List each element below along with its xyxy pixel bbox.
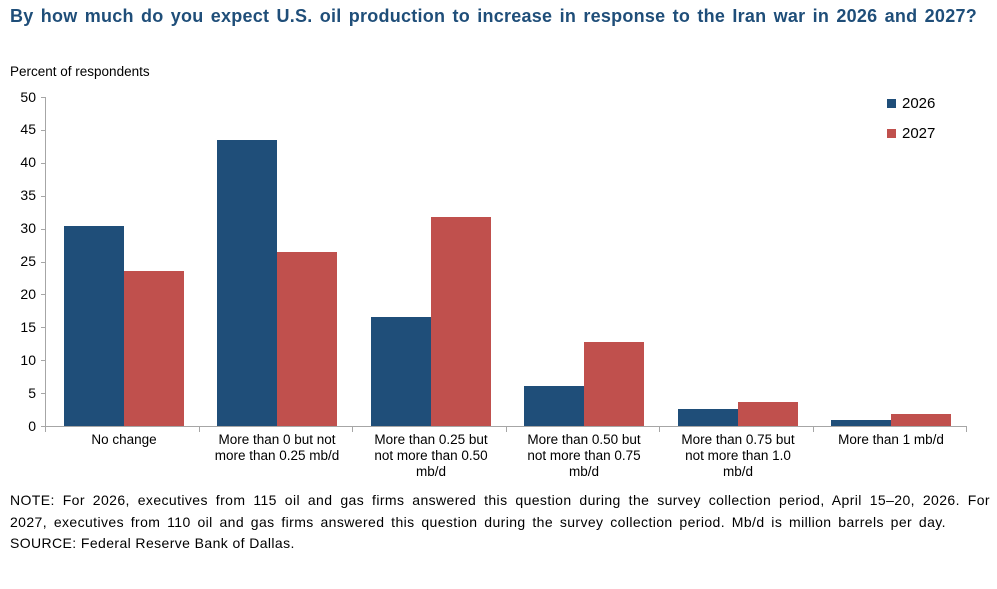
bar-2026 [831, 420, 891, 426]
legend-item-2027: 2027 [887, 125, 935, 142]
y-axis-tick [41, 360, 45, 361]
bar-2027 [891, 414, 951, 426]
bar-2027 [124, 271, 184, 426]
y-axis-tick-label: 40 [20, 154, 36, 170]
y-axis-line [45, 97, 46, 426]
x-axis-tick [506, 427, 507, 432]
y-axis-tick [41, 229, 45, 230]
y-axis-tick [41, 130, 45, 131]
y-axis-tick [41, 294, 45, 295]
bar-2026 [678, 409, 738, 426]
y-axis-tick [41, 393, 45, 394]
bar-2027 [277, 252, 337, 426]
y-axis-tick [41, 97, 45, 98]
bar-2027 [738, 402, 798, 426]
x-axis-category-label: More than 0 but not more than 0.25 mb/d [214, 432, 340, 463]
x-axis-category-label: More than 0.75 but not more than 1.0 mb/… [681, 432, 795, 479]
y-axis-tick-label: 5 [28, 385, 36, 401]
x-axis-line [45, 426, 967, 427]
y-axis-tick-label: 20 [20, 286, 36, 302]
y-axis-tick-label: 30 [20, 220, 36, 236]
bar-2026 [524, 386, 584, 426]
footnote-block: NOTE: For 2026, executives from 115 oil … [10, 490, 990, 555]
x-axis-category-label: More than 0.25 but not more than 0.50 mb… [374, 432, 488, 479]
x-axis-category-label: No change [91, 432, 157, 447]
y-axis-tick-label: 35 [20, 187, 36, 203]
y-axis-tick [41, 262, 45, 263]
legend-label-2026: 2026 [902, 95, 936, 112]
y-axis-unit-label: Percent of respondents [10, 64, 150, 79]
y-axis-tick-label: 15 [20, 319, 36, 335]
y-axis-tick [41, 163, 45, 164]
legend-swatch-2026 [887, 99, 896, 108]
y-axis-tick [41, 327, 45, 328]
bar-2027 [431, 217, 491, 426]
y-axis-tick-label: 45 [20, 121, 36, 137]
legend-swatch-2027 [887, 129, 896, 138]
x-axis-tick [813, 427, 814, 432]
y-axis-tick-label: 0 [28, 418, 36, 434]
x-axis-category-label: More than 1 mb/d [838, 432, 944, 447]
legend: 2026 2027 [887, 95, 935, 142]
y-axis-tick-label: 50 [20, 89, 36, 105]
x-axis-tick [352, 427, 353, 432]
chart-note: NOTE: For 2026, executives from 115 oil … [10, 492, 990, 530]
legend-label-2027: 2027 [902, 125, 936, 142]
bar-2026 [64, 226, 124, 426]
bar-2026 [371, 317, 431, 426]
x-axis-tick [199, 427, 200, 432]
y-axis-tick-label: 10 [20, 352, 36, 368]
x-axis-tick [966, 427, 967, 432]
chart-source: SOURCE: Federal Reserve Bank of Dallas. [10, 535, 295, 551]
legend-item-2026: 2026 [887, 95, 935, 112]
chart-title: By how much do you expect U.S. oil produ… [10, 6, 977, 26]
y-axis-tick [41, 426, 45, 427]
x-axis-category-label: More than 0.50 but not more than 0.75 mb… [527, 432, 641, 479]
y-axis-tick [41, 196, 45, 197]
x-axis-tick [45, 427, 46, 432]
x-axis-tick [659, 427, 660, 432]
bar-2027 [584, 342, 644, 426]
bar-2026 [217, 140, 277, 426]
y-axis-tick-label: 25 [20, 253, 36, 269]
